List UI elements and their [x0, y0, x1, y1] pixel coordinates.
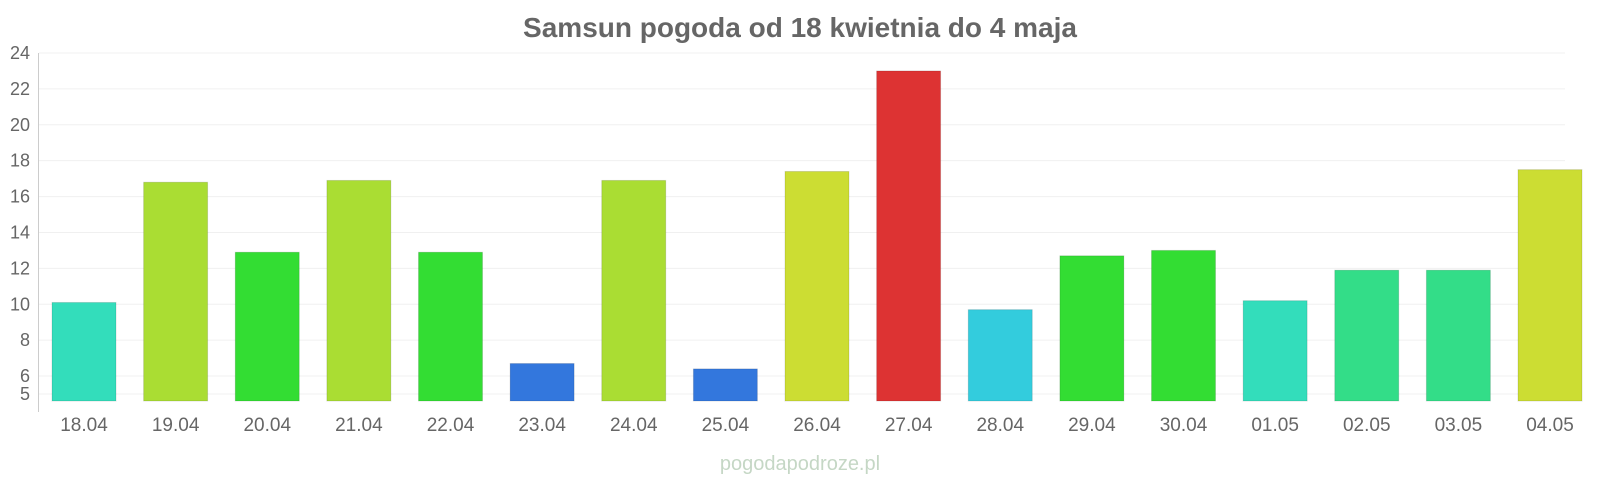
- bar-18.04: [51, 301, 117, 402]
- y-tick-label: 6: [20, 366, 30, 386]
- watermark: pogodapodroze.pl: [720, 453, 880, 475]
- y-tick-label: 22: [10, 79, 30, 99]
- y-tick-label: 20: [10, 115, 30, 135]
- y-tick-label: 12: [10, 258, 30, 278]
- bar-23.04: [509, 362, 575, 402]
- bar-19.04: [143, 181, 209, 402]
- bar-20.04: [234, 251, 300, 402]
- x-tick-label: 27.04: [885, 415, 933, 436]
- bars: [51, 70, 1583, 402]
- x-axis-ticks: 18.04 19.04 20.04 21.04 22.04 23.04 24.04 25.04…: [60, 415, 1574, 436]
- x-tick-label: 22.04: [427, 415, 475, 436]
- x-tick-label: 29.04: [1068, 415, 1116, 436]
- x-tick-label: 03.05: [1435, 415, 1483, 436]
- x-tick-label: 25.04: [702, 415, 750, 436]
- x-tick-label: 19.04: [152, 415, 200, 436]
- x-tick-label: 26.04: [793, 415, 841, 436]
- bar-28.04: [967, 309, 1033, 402]
- x-tick-label: 21.04: [335, 415, 383, 436]
- x-tick-label: 02.05: [1343, 415, 1391, 436]
- y-tick-label: 5: [20, 384, 30, 404]
- bar-04.05: [1517, 169, 1583, 402]
- x-tick-label: 18.04: [60, 415, 108, 436]
- y-tick-label: 24: [10, 43, 30, 63]
- bar-02.05: [1334, 269, 1400, 402]
- bar-27.04: [876, 70, 942, 402]
- bar-24.04: [601, 179, 667, 402]
- x-tick-label: 20.04: [243, 415, 291, 436]
- bar-30.04: [1151, 249, 1216, 402]
- bar-01.05: [1242, 300, 1308, 402]
- bar-21.04: [326, 179, 392, 402]
- y-axis-ticks: 56 8 10 12 14 16 18 20 22 24: [10, 43, 30, 404]
- y-tick-label: 16: [10, 187, 30, 207]
- x-tick-label: 04.05: [1526, 415, 1574, 436]
- bar-26.04: [784, 170, 850, 402]
- bar-22.04: [418, 251, 483, 402]
- x-tick-label: 23.04: [518, 415, 566, 436]
- bar-25.04: [692, 368, 758, 402]
- y-tick-label: 18: [10, 151, 30, 171]
- y-tick-label: 10: [10, 294, 30, 314]
- x-tick-label: 28.04: [976, 415, 1024, 436]
- x-tick-label: 30.04: [1160, 415, 1208, 436]
- y-tick-label: 8: [20, 330, 30, 350]
- x-tick-label: 24.04: [610, 415, 658, 436]
- bar-03.05: [1425, 269, 1491, 402]
- y-tick-label: 14: [10, 222, 30, 242]
- x-tick-label: 01.05: [1251, 415, 1299, 436]
- chart-title: Samsun pogoda od 18 kwietnia do 4 maja: [523, 12, 1077, 43]
- bar-29.04: [1059, 255, 1125, 402]
